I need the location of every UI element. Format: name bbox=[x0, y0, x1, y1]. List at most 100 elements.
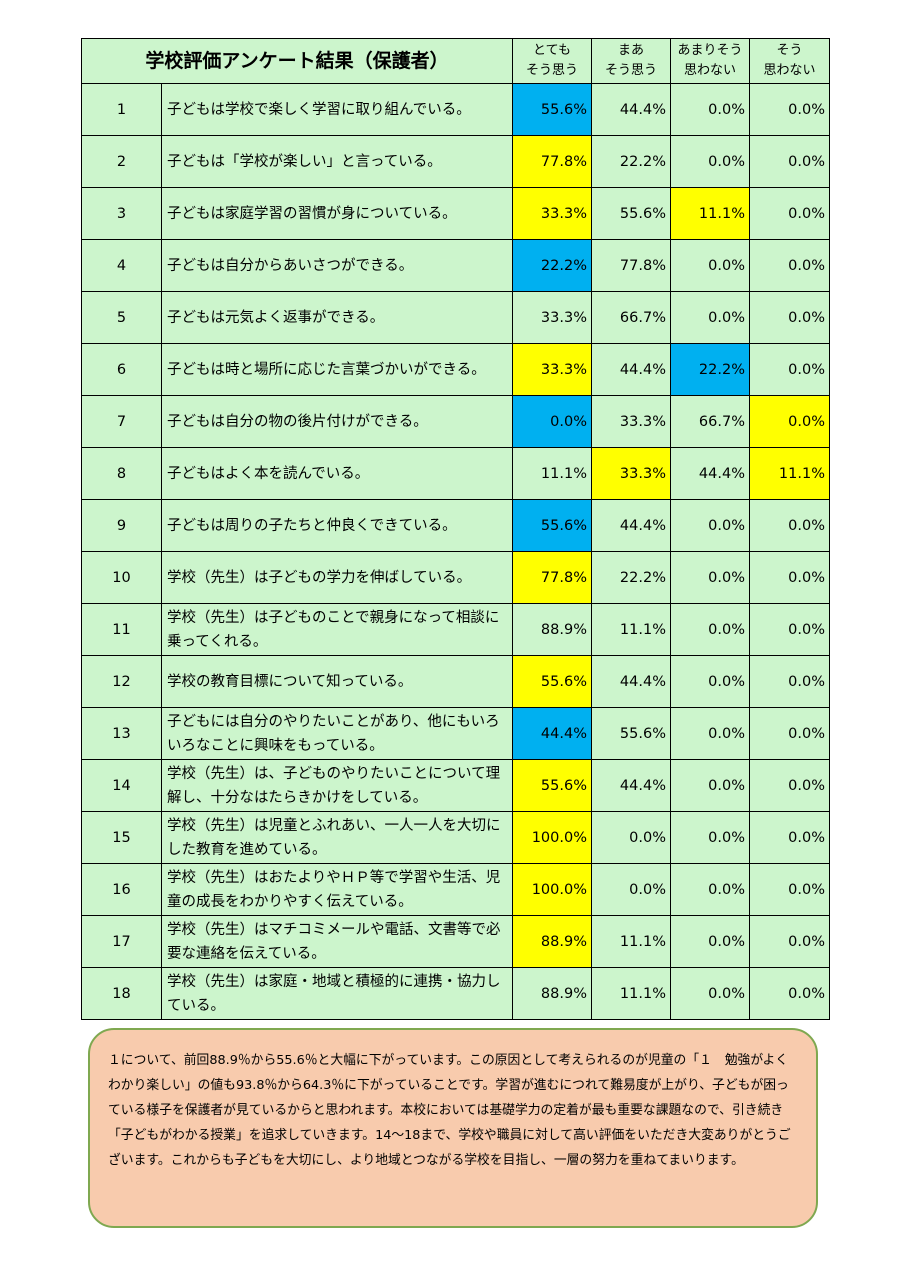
response-value: 11.1% bbox=[749, 447, 830, 500]
response-value: 100.0% bbox=[512, 863, 592, 916]
response-value: 33.3% bbox=[512, 187, 592, 240]
response-value: 11.1% bbox=[591, 915, 671, 968]
response-value: 0.0% bbox=[670, 239, 750, 292]
question-text: 子どもは元気よく返事ができる。 bbox=[161, 291, 513, 344]
response-value: 0.0% bbox=[749, 239, 830, 292]
question-text: 学校（先生）はおたよりやＨＰ等で学習や生活、児童の成長をわかりやすく伝えている。 bbox=[161, 863, 513, 916]
response-value: 77.8% bbox=[591, 239, 671, 292]
table-row: 4 子どもは自分からあいさつができる。 22.2% 77.8% 0.0% 0.0% bbox=[81, 239, 830, 292]
question-text: 学校（先生）は、子どものやりたいことについて理解し、十分なはたらきかけをしている… bbox=[161, 759, 513, 812]
response-value: 0.0% bbox=[670, 915, 750, 968]
response-value: 0.0% bbox=[670, 655, 750, 708]
response-value: 88.9% bbox=[512, 915, 592, 968]
response-value: 44.4% bbox=[591, 83, 671, 136]
response-value: 0.0% bbox=[670, 551, 750, 604]
table-row: 11 学校（先生）は子どものことで親身になって相談に乗ってくれる。 88.9% 11.… bbox=[81, 603, 830, 656]
response-value: 0.0% bbox=[749, 863, 830, 916]
response-value: 55.6% bbox=[512, 83, 592, 136]
response-value: 0.0% bbox=[670, 603, 750, 656]
response-value: 0.0% bbox=[749, 967, 830, 1020]
table-row: 10 学校（先生）は子どもの学力を伸ばしている。 77.8% 22.2% 0.0% 0.0… bbox=[81, 551, 830, 604]
question-number: 15 bbox=[81, 811, 162, 864]
question-number: 10 bbox=[81, 551, 162, 604]
response-value: 55.6% bbox=[591, 707, 671, 760]
response-value: 22.2% bbox=[512, 239, 592, 292]
table-row: 7 子どもは自分の物の後片付けができる。 0.0% 33.3% 66.7% 0.0% bbox=[81, 395, 830, 448]
question-text: 学校（先生）は子どもの学力を伸ばしている。 bbox=[161, 551, 513, 604]
table-row: 5 子どもは元気よく返事ができる。 33.3% 66.7% 0.0% 0.0% bbox=[81, 291, 830, 344]
response-value: 33.3% bbox=[512, 291, 592, 344]
header-strongly-agree: とても そう思う bbox=[512, 38, 592, 84]
response-value: 0.0% bbox=[749, 915, 830, 968]
question-number: 9 bbox=[81, 499, 162, 552]
response-value: 0.0% bbox=[749, 551, 830, 604]
response-value: 0.0% bbox=[591, 811, 671, 864]
table-row: 15 学校（先生）は児童とふれあい、一人一人を大切にした教育を進めている。 100.… bbox=[81, 811, 830, 864]
header-disagree: あまりそう 思わない bbox=[670, 38, 750, 84]
response-value: 0.0% bbox=[670, 863, 750, 916]
table-row: 8 子どもはよく本を読んでいる。 11.1% 33.3% 44.4% 11.1% bbox=[81, 447, 830, 500]
question-number: 3 bbox=[81, 187, 162, 240]
response-value: 0.0% bbox=[670, 135, 750, 188]
question-number: 6 bbox=[81, 343, 162, 396]
question-number: 17 bbox=[81, 915, 162, 968]
response-value: 0.0% bbox=[749, 499, 830, 552]
comment-box: １について、前回88.9％から55.6％と大幅に下がっています。この原因として考… bbox=[88, 1028, 818, 1228]
table-row: 17 学校（先生）はマチコミメールや電話、文書等で必要な連絡を伝えている。 88.9… bbox=[81, 915, 830, 968]
response-value: 0.0% bbox=[749, 759, 830, 812]
response-value: 33.3% bbox=[512, 343, 592, 396]
table-row: 18 学校（先生）は家庭・地域と積極的に連携・協力している。 88.9% 11.1% 0… bbox=[81, 967, 830, 1020]
question-number: 7 bbox=[81, 395, 162, 448]
table-row: 9 子どもは周りの子たちと仲良くできている。 55.6% 44.4% 0.0% 0.0% bbox=[81, 499, 830, 552]
header-strongly-disagree: そう 思わない bbox=[749, 38, 830, 84]
response-value: 22.2% bbox=[591, 135, 671, 188]
response-value: 55.6% bbox=[512, 499, 592, 552]
response-value: 22.2% bbox=[670, 343, 750, 396]
response-value: 66.7% bbox=[591, 291, 671, 344]
question-number: 2 bbox=[81, 135, 162, 188]
question-text: 学校（先生）は児童とふれあい、一人一人を大切にした教育を進めている。 bbox=[161, 811, 513, 864]
response-value: 100.0% bbox=[512, 811, 592, 864]
response-value: 88.9% bbox=[512, 967, 592, 1020]
survey-results-table: 学校評価アンケート結果（保護者） とても そう思う まあ そう思う あまりそう 思わな… bbox=[81, 38, 830, 1020]
response-value: 0.0% bbox=[749, 291, 830, 344]
response-value: 33.3% bbox=[591, 447, 671, 500]
table-row: 13 子どもには自分のやりたいことがあり、他にもいろいろなことに興味をもっている。… bbox=[81, 707, 830, 760]
response-value: 77.8% bbox=[512, 135, 592, 188]
response-value: 44.4% bbox=[591, 343, 671, 396]
response-value: 55.6% bbox=[512, 759, 592, 812]
question-text: 学校の教育目標について知っている。 bbox=[161, 655, 513, 708]
response-value: 0.0% bbox=[591, 863, 671, 916]
question-text: 子どもは自分の物の後片付けができる。 bbox=[161, 395, 513, 448]
response-value: 0.0% bbox=[749, 655, 830, 708]
response-value: 0.0% bbox=[749, 603, 830, 656]
question-number: 4 bbox=[81, 239, 162, 292]
question-number: 1 bbox=[81, 83, 162, 136]
response-value: 44.4% bbox=[591, 655, 671, 708]
question-text: 子どもは時と場所に応じた言葉づかいができる。 bbox=[161, 343, 513, 396]
question-text: 子どもは学校で楽しく学習に取り組んでいる。 bbox=[161, 83, 513, 136]
response-value: 55.6% bbox=[512, 655, 592, 708]
response-value: 11.1% bbox=[512, 447, 592, 500]
response-value: 0.0% bbox=[749, 707, 830, 760]
question-number: 18 bbox=[81, 967, 162, 1020]
response-value: 0.0% bbox=[749, 83, 830, 136]
response-value: 88.9% bbox=[512, 603, 592, 656]
response-value: 33.3% bbox=[591, 395, 671, 448]
response-value: 0.0% bbox=[749, 395, 830, 448]
response-value: 0.0% bbox=[749, 187, 830, 240]
question-number: 14 bbox=[81, 759, 162, 812]
table-row: 2 子どもは「学校が楽しい」と言っている。 77.8% 22.2% 0.0% 0.0% bbox=[81, 135, 830, 188]
question-text: 子どもには自分のやりたいことがあり、他にもいろいろなことに興味をもっている。 bbox=[161, 707, 513, 760]
response-value: 0.0% bbox=[670, 499, 750, 552]
question-text: 子どもは「学校が楽しい」と言っている。 bbox=[161, 135, 513, 188]
question-text: 学校（先生）はマチコミメールや電話、文書等で必要な連絡を伝えている。 bbox=[161, 915, 513, 968]
question-text: 子どもは自分からあいさつができる。 bbox=[161, 239, 513, 292]
question-text: 子どもは周りの子たちと仲良くできている。 bbox=[161, 499, 513, 552]
response-value: 11.1% bbox=[591, 603, 671, 656]
table-row: 6 子どもは時と場所に応じた言葉づかいができる。 33.3% 44.4% 22.2% 0.… bbox=[81, 343, 830, 396]
question-text: 学校（先生）は子どものことで親身になって相談に乗ってくれる。 bbox=[161, 603, 513, 656]
response-value: 0.0% bbox=[670, 967, 750, 1020]
question-number: 11 bbox=[81, 603, 162, 656]
table-row: 1 子どもは学校で楽しく学習に取り組んでいる。 55.6% 44.4% 0.0% 0.0% bbox=[81, 83, 830, 136]
